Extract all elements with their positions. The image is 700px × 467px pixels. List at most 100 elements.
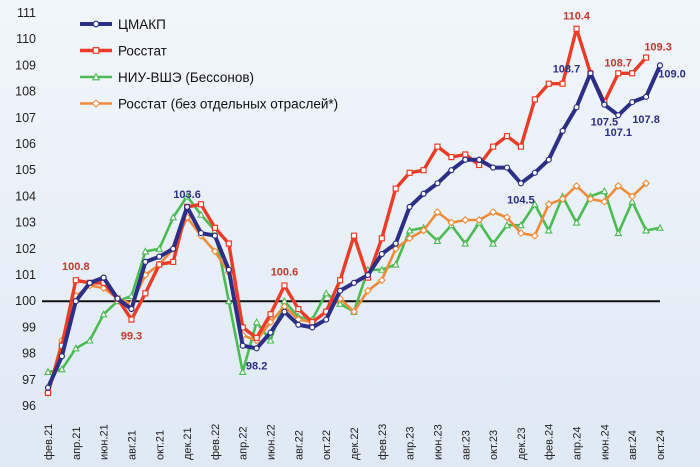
data-point bbox=[433, 236, 442, 244]
data-point bbox=[572, 218, 581, 226]
data-point bbox=[462, 156, 469, 163]
data-point bbox=[239, 342, 246, 349]
data-point bbox=[545, 156, 552, 163]
data-point bbox=[614, 228, 623, 237]
data-point bbox=[629, 98, 636, 106]
data-point bbox=[363, 286, 372, 295]
data-point bbox=[628, 197, 637, 205]
data-point bbox=[434, 143, 441, 150]
data-point bbox=[295, 305, 302, 313]
data-point bbox=[309, 324, 316, 331]
data-point bbox=[489, 208, 498, 217]
data-point bbox=[350, 232, 358, 239]
x-tick-label: окт.24 bbox=[655, 430, 667, 460]
data-point bbox=[600, 197, 609, 206]
data-point bbox=[309, 319, 316, 326]
data-point bbox=[72, 298, 79, 305]
x-tick-label: авг.24 bbox=[627, 430, 639, 460]
data-label: 108.7 bbox=[553, 63, 581, 75]
data-point bbox=[489, 143, 497, 150]
data-point bbox=[281, 308, 288, 315]
y-tick-label: 103 bbox=[15, 216, 36, 230]
data-point bbox=[86, 279, 93, 286]
legend-label: Росстат (без отдельных отраслей*) bbox=[118, 97, 338, 112]
data-point bbox=[323, 316, 330, 323]
data-point bbox=[516, 221, 525, 229]
data-point bbox=[238, 367, 247, 375]
data-point bbox=[350, 307, 358, 316]
y-tick-label: 105 bbox=[15, 163, 36, 177]
data-point bbox=[516, 229, 525, 238]
y-tick-label: 106 bbox=[15, 137, 36, 151]
data-point bbox=[155, 244, 164, 252]
data-point bbox=[531, 96, 538, 103]
data-point bbox=[642, 54, 650, 61]
x-tick-label: фев.23 bbox=[377, 424, 389, 460]
x-tick-label: июн.21 bbox=[99, 424, 111, 460]
data-point bbox=[183, 203, 191, 210]
data-point bbox=[573, 25, 580, 32]
data-label: 100.8 bbox=[62, 261, 90, 273]
data-label: 104.5 bbox=[507, 194, 535, 206]
data-point bbox=[448, 154, 455, 161]
series-line bbox=[46, 182, 648, 395]
data-point bbox=[99, 310, 108, 318]
y-tick-label: 100 bbox=[15, 294, 36, 308]
data-point bbox=[461, 216, 470, 224]
data-point bbox=[377, 276, 386, 285]
data-point bbox=[419, 226, 428, 235]
data-point bbox=[615, 112, 622, 119]
data-point bbox=[503, 221, 511, 229]
data-point bbox=[267, 311, 274, 318]
data-point bbox=[600, 187, 609, 195]
data-point bbox=[615, 70, 622, 77]
legend-label: НИУ-ВШЭ (Бессонов) bbox=[118, 70, 254, 85]
data-point bbox=[559, 80, 566, 87]
data-point bbox=[559, 127, 566, 134]
data-label: 107.5 bbox=[591, 117, 619, 129]
data-point bbox=[378, 235, 385, 242]
data-point bbox=[503, 133, 511, 140]
data-point bbox=[476, 156, 483, 163]
x-tick-label: авг.22 bbox=[293, 430, 305, 460]
data-point bbox=[224, 297, 233, 305]
data-point bbox=[489, 239, 498, 247]
x-tick-label: апр.22 bbox=[238, 427, 250, 460]
x-tick-label: июн.24 bbox=[599, 424, 611, 460]
data-point bbox=[142, 290, 149, 297]
data-point bbox=[447, 218, 456, 227]
x-tick-label: дек.21 bbox=[182, 427, 194, 460]
data-point bbox=[420, 167, 427, 174]
legend: ЦМАКП Росстат НИУ-ВШЭ (Бессонов) Росстат (б… bbox=[80, 17, 338, 112]
x-tick-label: апр.21 bbox=[71, 427, 83, 460]
data-point bbox=[183, 192, 192, 200]
data-label: 110.4 bbox=[563, 11, 591, 23]
x-tick-label: июн.22 bbox=[266, 424, 278, 460]
data-point bbox=[517, 143, 525, 150]
data-point bbox=[378, 250, 385, 258]
data-point bbox=[72, 277, 79, 284]
data-label: 109.3 bbox=[644, 42, 672, 54]
x-tick-label: авг.21 bbox=[126, 430, 138, 460]
x-tick-label: окт.23 bbox=[488, 430, 500, 460]
data-point bbox=[71, 344, 80, 352]
data-point bbox=[572, 181, 581, 190]
data-point bbox=[267, 329, 274, 336]
data-point bbox=[377, 265, 386, 273]
data-point bbox=[128, 316, 135, 323]
data-point bbox=[628, 192, 637, 201]
data-point bbox=[44, 389, 52, 396]
data-point bbox=[642, 179, 651, 188]
data-label: 99.3 bbox=[121, 331, 142, 343]
x-tick-label: апр.24 bbox=[572, 427, 584, 460]
data-point bbox=[517, 180, 525, 187]
data-point bbox=[420, 190, 427, 197]
x-tick-label: окт.21 bbox=[154, 430, 166, 460]
y-tick-label: 109 bbox=[15, 58, 36, 72]
y-tick-label: 101 bbox=[15, 268, 36, 282]
data-point bbox=[405, 226, 414, 234]
data-point bbox=[475, 216, 484, 224]
x-tick-label: июн.23 bbox=[432, 424, 444, 460]
data-point bbox=[461, 239, 470, 247]
data-point bbox=[322, 289, 331, 297]
